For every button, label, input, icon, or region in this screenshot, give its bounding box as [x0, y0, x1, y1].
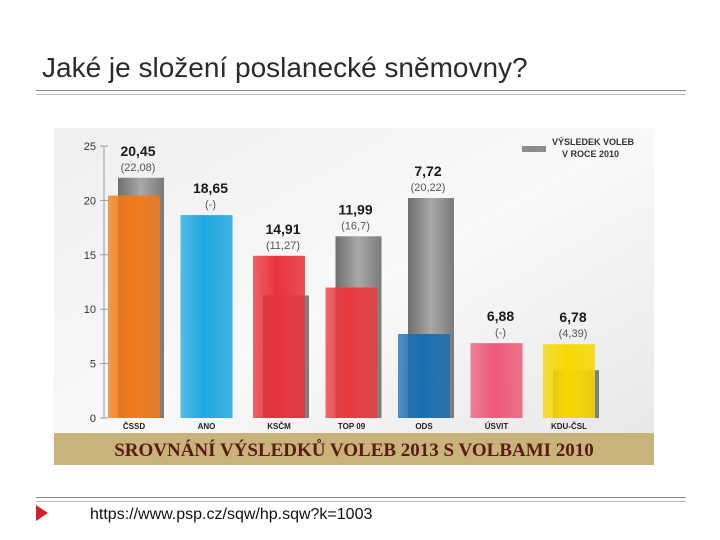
x-labels-group: ČSSD ANO KSČM TOP 09 ODS ÚSVIT KDU-ČSL — [123, 422, 587, 431]
bar-2013 — [253, 255, 305, 418]
election-chart: 0 5 10 15 20 25 20,45 (22,08) 18,65 (-) 14,91 (11,… — [54, 128, 654, 465]
bullet-arrow-icon — [36, 505, 48, 521]
value-label-2013: 11,99 — [338, 201, 372, 217]
chart-banner — [54, 433, 654, 465]
legend-swatch — [522, 146, 546, 152]
y-tick-label: 10 — [84, 304, 96, 316]
value-label-2010: (22,08) — [121, 162, 156, 174]
current-bars-group — [108, 195, 595, 418]
y-tick-label: 0 — [90, 413, 96, 425]
value-label-2010: (16,7) — [341, 220, 370, 232]
chart-svg: 0 5 10 15 20 25 20,45 (22,08) 18,65 (-) 14,91 (11,… — [54, 128, 654, 465]
legend-label-line1: VÝSLEDEK VOLEB — [552, 136, 635, 147]
bar-2013 — [325, 287, 378, 418]
legend: VÝSLEDEK VOLEB V ROCE 2010 — [522, 136, 635, 159]
bar-2013 — [543, 344, 595, 418]
value-label-2013: 6,88 — [487, 308, 514, 324]
value-label-2010: (4,39) — [559, 328, 588, 340]
value-label-2010: (20,22) — [411, 182, 446, 194]
source-link[interactable]: https://www.psp.cz/sqw/hp.sqw?k=1003 — [90, 506, 373, 523]
value-label-2010: (-) — [205, 199, 216, 211]
x-category-label: ÚSVIT — [485, 422, 509, 431]
footer-divider — [36, 497, 686, 502]
x-category-label: TOP 09 — [338, 422, 366, 431]
value-label-2013: 20,45 — [120, 143, 155, 159]
value-label-2013: 7,72 — [414, 163, 441, 179]
x-category-label: KSČM — [267, 422, 291, 431]
value-labels-group: 20,45 (22,08) 18,65 (-) 14,91 (11,27) 11,99 (16… — [120, 143, 587, 340]
y-tick-label: 5 — [90, 359, 96, 371]
x-category-label: ODS — [415, 422, 433, 431]
x-category-label: ČSSD — [123, 422, 145, 431]
y-tick-label: 15 — [84, 250, 96, 262]
y-tick-label: 25 — [84, 141, 96, 153]
bar-2013 — [470, 343, 523, 418]
value-label-2013: 18,65 — [193, 180, 228, 196]
y-tick-group: 0 5 10 15 20 25 — [84, 141, 108, 425]
y-tick-label: 20 — [84, 195, 96, 207]
value-label-2010: (-) — [495, 327, 506, 339]
title-divider — [36, 90, 686, 95]
chart-banner-text: SROVNÁNÍ VÝSLEDKŮ VOLEB 2013 S VOLBAMI 2… — [114, 439, 594, 461]
bar-2013 — [180, 215, 233, 418]
value-label-2013: 14,91 — [265, 221, 300, 237]
x-category-label: ANO — [198, 422, 216, 431]
bar-2013 — [108, 195, 160, 418]
bar-2013 — [398, 334, 450, 418]
legend-label-line2: V ROCE 2010 — [562, 149, 619, 159]
value-label-2013: 6,78 — [559, 309, 586, 325]
slide-title: Jaké je složení poslanecké sněmovny? — [42, 52, 528, 83]
x-category-label: KDU-ČSL — [551, 422, 587, 431]
value-label-2010: (11,27) — [266, 240, 300, 252]
